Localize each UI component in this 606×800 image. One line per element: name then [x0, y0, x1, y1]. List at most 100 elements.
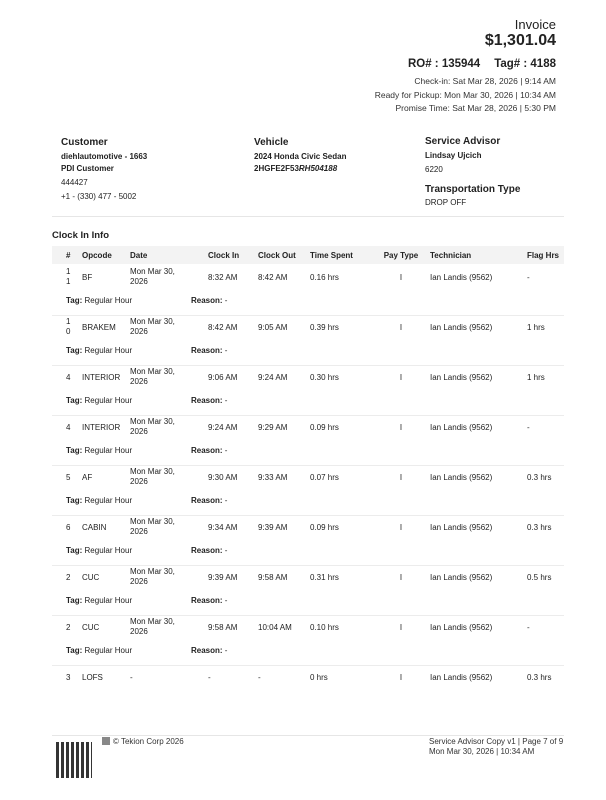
- cell-in: 9:58 AM: [208, 623, 238, 632]
- cell-flag: 1 hrs: [527, 373, 545, 382]
- ro-tag-line: RO# : 135944 Tag# : 4188: [408, 58, 556, 70]
- cell-pay: I: [399, 523, 403, 532]
- cell-tech: Ian Landis (9562): [430, 623, 493, 632]
- checkin-time: Check-in: Sat Mar 28, 2026 | 9:14 AM: [414, 76, 556, 86]
- reason-info: Reason: -: [191, 496, 227, 505]
- ro-number: RO# : 135944: [407, 58, 481, 70]
- col-num: #: [66, 251, 71, 260]
- cell-num: 6: [66, 523, 71, 532]
- cell-pay: I: [399, 323, 403, 332]
- reason-value: -: [224, 546, 228, 555]
- cell-in: 9:30 AM: [208, 473, 238, 482]
- vehicle-vin: 2HGFE2F53RH504188: [254, 163, 346, 175]
- table-row: 6 CABIN Mon Mar 30, 2026 9:34 AM 9:39 AM 0.09…: [52, 516, 564, 566]
- tag-label: Tag:: [66, 546, 83, 555]
- tag-info: Tag: Regular Hour: [66, 646, 132, 655]
- advisor-section: Service Advisor Lindsay Ujcich 6220 Tran…: [425, 136, 520, 209]
- reason-label: Reason:: [191, 646, 223, 655]
- reason-value: -: [224, 446, 228, 455]
- cell-ts: 0.09 hrs: [310, 523, 339, 532]
- reason-value: -: [224, 396, 228, 405]
- reason-label: Reason:: [191, 396, 223, 405]
- transport-label: Transportation Type: [425, 184, 521, 195]
- cell-pay: I: [399, 373, 403, 382]
- cell-date: Mon Mar 30, 2026: [130, 617, 175, 636]
- reason-label: Reason:: [191, 546, 223, 555]
- tag-number: Tag# : 4188: [494, 58, 556, 70]
- promise-time: Promise Time: Sat Mar 28, 2026 | 5:30 PM: [395, 103, 556, 113]
- cell-pay: I: [399, 673, 403, 682]
- reason-label: Reason:: [191, 296, 223, 305]
- cell-ts: 0 hrs: [310, 673, 328, 682]
- col-date: Date: [130, 251, 148, 260]
- cell-pay: I: [399, 473, 403, 482]
- cell-tech: Ian Landis (9562): [430, 373, 493, 382]
- reason-info: Reason: -: [191, 396, 227, 405]
- table-row: 5 AF Mon Mar 30, 2026 9:30 AM 9:33 AM 0.07 hr…: [52, 466, 564, 516]
- tag-label: Tag:: [66, 296, 83, 305]
- tag-label: Tag:: [66, 596, 83, 605]
- advisor-label: Service Advisor: [425, 136, 501, 147]
- cell-in: -: [208, 673, 211, 682]
- reason-value: -: [224, 646, 228, 655]
- col-flag-hrs: Flag Hrs: [527, 251, 560, 260]
- cell-in: 9:24 AM: [208, 423, 238, 432]
- cell-op: CABIN: [82, 523, 107, 532]
- tag-value: Regular Hour: [84, 646, 133, 655]
- cell-tech: Ian Landis (9562): [430, 473, 493, 482]
- cell-tech: Ian Landis (9562): [430, 673, 493, 682]
- reason-value: -: [224, 296, 228, 305]
- cell-ts: 0.30 hrs: [310, 373, 339, 382]
- tag-label: Tag:: [66, 396, 83, 405]
- tag-info: Tag: Regular Hour: [66, 296, 132, 305]
- copy-page-info: Service Advisor Copy v1 | Page 7 of 9: [429, 737, 564, 746]
- reason-info: Reason: -: [191, 596, 227, 605]
- cell-op: CUC: [82, 623, 100, 632]
- document-title: Invoice: [514, 17, 556, 32]
- cell-out: 9:05 AM: [258, 323, 288, 332]
- cell-in: 8:32 AM: [208, 273, 238, 282]
- cell-flag: 1 hrs: [527, 323, 545, 332]
- cell-num: 10: [66, 317, 71, 336]
- tag-value: Regular Hour: [84, 346, 133, 355]
- copyright: © Tekion Corp 2026: [102, 737, 184, 746]
- copyright-text: © Tekion Corp 2026: [113, 737, 184, 746]
- tag-info: Tag: Regular Hour: [66, 496, 132, 505]
- reason-info: Reason: -: [191, 346, 227, 355]
- reason-info: Reason: -: [191, 446, 227, 455]
- vehicle-label: Vehicle: [254, 137, 289, 148]
- col-clock-in: Clock In: [208, 251, 240, 260]
- cell-op: BRAKEM: [82, 323, 116, 332]
- cell-ts: 0.10 hrs: [310, 623, 339, 632]
- table-row: 4 INTERIOR Mon Mar 30, 2026 9:24 AM 9:29 AM 0…: [52, 416, 564, 466]
- cell-op: INTERIOR: [82, 423, 121, 432]
- reason-label: Reason:: [191, 596, 223, 605]
- cell-op: BF: [82, 273, 93, 282]
- cell-tech: Ian Landis (9562): [430, 573, 493, 582]
- customer-type: PDI Customer: [61, 164, 114, 173]
- cell-num: 5: [66, 473, 71, 482]
- table-row: 2 CUC Mon Mar 30, 2026 9:39 AM 9:58 AM 0.31 h…: [52, 566, 564, 616]
- cell-op: CUC: [82, 573, 100, 582]
- vin-prefix: 2HGFE2F53: [254, 164, 299, 173]
- advisor-id: 6220: [425, 165, 443, 174]
- table-row: 2 CUC Mon Mar 30, 2026 9:58 AM 10:04 AM 0.10 …: [52, 616, 564, 666]
- tag-value: Regular Hour: [84, 546, 133, 555]
- reason-info: Reason: -: [191, 546, 227, 555]
- reason-label: Reason:: [191, 496, 223, 505]
- col-pay-type: Pay Type: [383, 251, 419, 260]
- tag-info: Tag: Regular Hour: [66, 596, 132, 605]
- customer-name: diehlautomotive - 1663: [61, 152, 148, 161]
- cell-tech: Ian Landis (9562): [430, 423, 493, 432]
- cell-date: Mon Mar 30, 2026: [130, 467, 175, 486]
- cell-flag: 0.3 hrs: [527, 473, 552, 482]
- invoice-amount: $1,301.04: [484, 32, 556, 49]
- customer-label: Customer: [61, 137, 108, 148]
- cell-date: -: [130, 673, 133, 682]
- cell-tech: Ian Landis (9562): [430, 323, 493, 332]
- cell-op: LOFS: [82, 673, 103, 682]
- cell-out: 9:39 AM: [258, 523, 288, 532]
- cell-ts: 0.16 hrs: [310, 273, 339, 282]
- customer-phone: +1 - (330) 477 - 5002: [61, 192, 137, 201]
- table-row: 10 BRAKEM Mon Mar 30, 2026 8:42 AM 9:05 AM 0.…: [52, 316, 564, 366]
